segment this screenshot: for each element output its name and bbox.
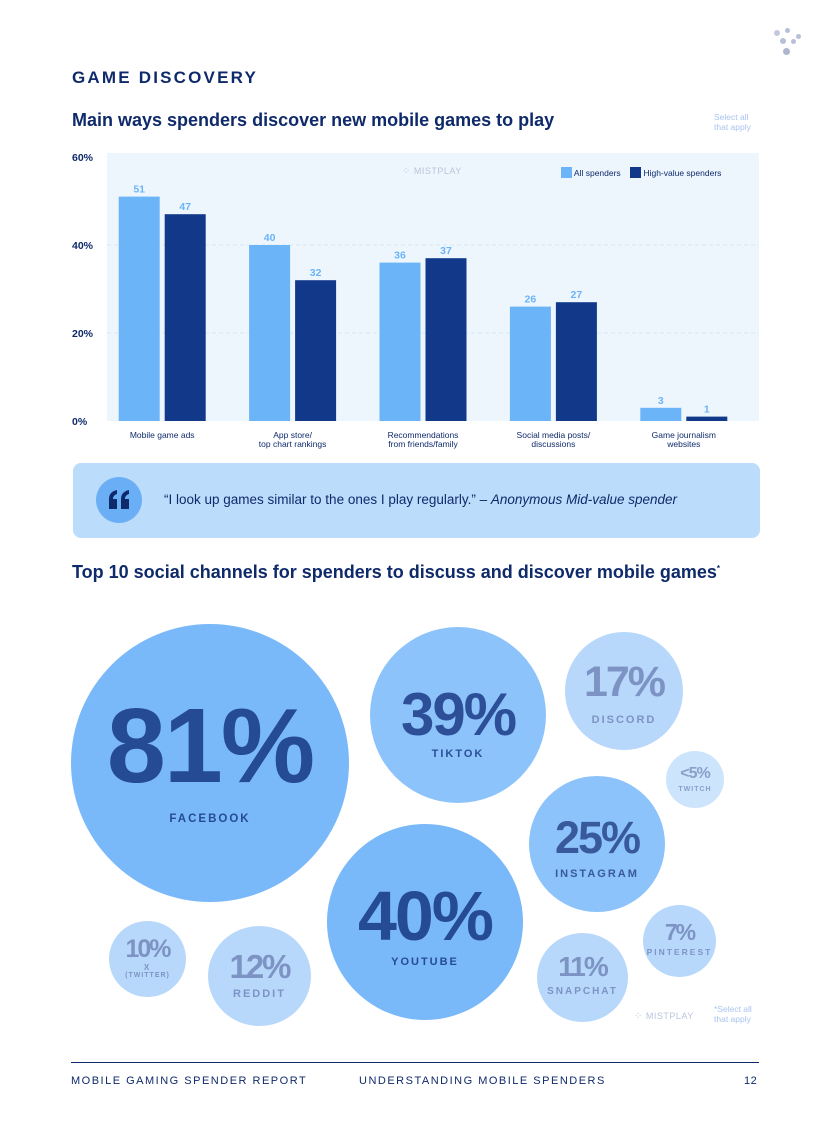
- bar: [425, 258, 467, 421]
- bar: [379, 262, 421, 421]
- select-all-note: Select all that apply: [714, 112, 751, 132]
- mistplay-watermark-bottom: ⁘ MISTPLAY: [634, 1011, 694, 1022]
- legend-swatch-all: [561, 167, 572, 178]
- x-tick-label: discussions: [531, 439, 575, 449]
- bubble-x-label: X: [143, 963, 152, 972]
- footer-section-title: UNDERSTANDING MOBILE SPENDERS: [359, 1075, 606, 1087]
- x-tick-label: App store/: [273, 430, 312, 440]
- bubble-x-sublabel: (TWITTER): [125, 972, 170, 979]
- x-tick-label: top chart rankings: [259, 439, 327, 449]
- bubble-pinterest: 7% PINTEREST: [643, 905, 716, 977]
- data-label: 27: [571, 289, 583, 301]
- bubble-tiktok-pct: 39%: [400, 681, 517, 748]
- bubble-instagram-pct: 25%: [554, 812, 641, 863]
- bar: [164, 214, 206, 421]
- data-label: 26: [525, 294, 537, 306]
- data-label: 32: [310, 267, 322, 279]
- bubble-instagram-label: INSTAGRAM: [555, 868, 639, 880]
- legend-swatch-high: [630, 167, 642, 178]
- bubble-twitch: <5% TWITCH: [666, 751, 724, 808]
- mistplay-watermark: ⁘ MISTPLAY: [402, 166, 462, 177]
- x-tick-label: Game journalism: [652, 430, 716, 440]
- y-tick-label: 40%: [72, 240, 94, 252]
- bubble-snapchat: 11% SNAPCHAT: [537, 933, 628, 1022]
- data-label: 37: [440, 245, 452, 257]
- bubble-instagram: 25% INSTAGRAM: [529, 776, 665, 912]
- bar: [509, 306, 551, 421]
- y-tick-label: 20%: [72, 328, 94, 340]
- bubble-facebook-label: FACEBOOK: [169, 813, 251, 825]
- brand-logo-icon: [770, 26, 810, 60]
- y-tick-label: 60%: [72, 152, 94, 164]
- data-label: 40: [264, 232, 276, 244]
- bubble-facebook: 81% FACEBOOK: [71, 624, 349, 902]
- x-tick-label: from friends/family: [388, 439, 458, 449]
- bubble-youtube: 40% YOUTUBE: [327, 824, 523, 1020]
- bubble-discord: 17% DISCORD: [565, 632, 683, 750]
- bar: [686, 416, 728, 421]
- legend-label-all: All spenders: [573, 168, 621, 178]
- bubble-twitch-pct: <5%: [680, 765, 710, 782]
- bar: [295, 280, 337, 421]
- bar: [640, 407, 682, 421]
- bubble-reddit-pct: 12%: [229, 948, 291, 985]
- bubble-discord-pct: 17%: [583, 658, 666, 706]
- x-tick-label: websites: [666, 439, 700, 449]
- discovery-bar-chart: 0% 20% 40% 60% 51 47 Mobile game ads 40 32 App st…: [72, 148, 762, 453]
- footer-report-title: MOBILE GAMING SPENDER REPORT: [71, 1075, 308, 1087]
- bubble-tiktok: 39% TIKTOK: [370, 627, 546, 803]
- x-tick-label: Social media posts/: [517, 430, 591, 440]
- bubble-x-pct: 10%: [125, 935, 171, 963]
- bubble-youtube-pct: 40%: [357, 877, 494, 955]
- bubble-pinterest-pct: 7%: [664, 919, 696, 945]
- data-label: 47: [179, 201, 191, 213]
- bubble-reddit-label: REDDIT: [233, 988, 286, 1000]
- chart-svg: 0% 20% 40% 60% 51 47 Mobile game ads 40 32 App st…: [72, 152, 759, 449]
- select-all-footnote: *Select all that apply: [714, 1004, 752, 1024]
- x-tick-label: Mobile game ads: [130, 430, 195, 440]
- section-title: GAME DISCOVERY: [72, 68, 259, 87]
- data-label: 1: [704, 404, 710, 416]
- quote-callout: “I look up games similar to the ones I p…: [73, 463, 760, 538]
- legend-label-high: High-value spenders: [643, 168, 722, 178]
- quote-text: “I look up games similar to the ones I p…: [164, 492, 678, 507]
- bar: [249, 245, 291, 421]
- bubble-snapchat-label: SNAPCHAT: [547, 986, 618, 997]
- bubble-discord-label: DISCORD: [591, 714, 657, 726]
- bubble-youtube-label: YOUTUBE: [391, 956, 459, 968]
- chart-heading: Main ways spenders discover new mobile g…: [72, 110, 555, 130]
- bar: [555, 302, 597, 421]
- page-number: 12: [744, 1075, 758, 1087]
- social-heading: Top 10 social channels for spenders to d…: [72, 562, 720, 582]
- bar: [118, 196, 160, 421]
- quote-icon: [96, 477, 142, 523]
- data-label: 3: [658, 395, 664, 407]
- chart-legend: All spenders High-value spenders: [561, 167, 721, 178]
- bubble-snapchat-pct: 11%: [558, 951, 609, 982]
- footer-divider: [71, 1062, 759, 1063]
- data-label: 36: [394, 250, 406, 262]
- data-label: 51: [133, 184, 145, 196]
- bubble-x: 10% X (TWITTER): [109, 921, 186, 997]
- bubble-pinterest-label: PINTEREST: [646, 947, 713, 957]
- bubble-twitch-label: TWITCH: [678, 786, 712, 793]
- y-tick-label: 0%: [72, 416, 88, 428]
- bubble-reddit: 12% REDDIT: [208, 926, 311, 1026]
- bubble-facebook-pct: 81%: [106, 687, 315, 805]
- bubble-tiktok-label: TIKTOK: [431, 748, 485, 760]
- x-tick-label: Recommendations: [388, 430, 459, 440]
